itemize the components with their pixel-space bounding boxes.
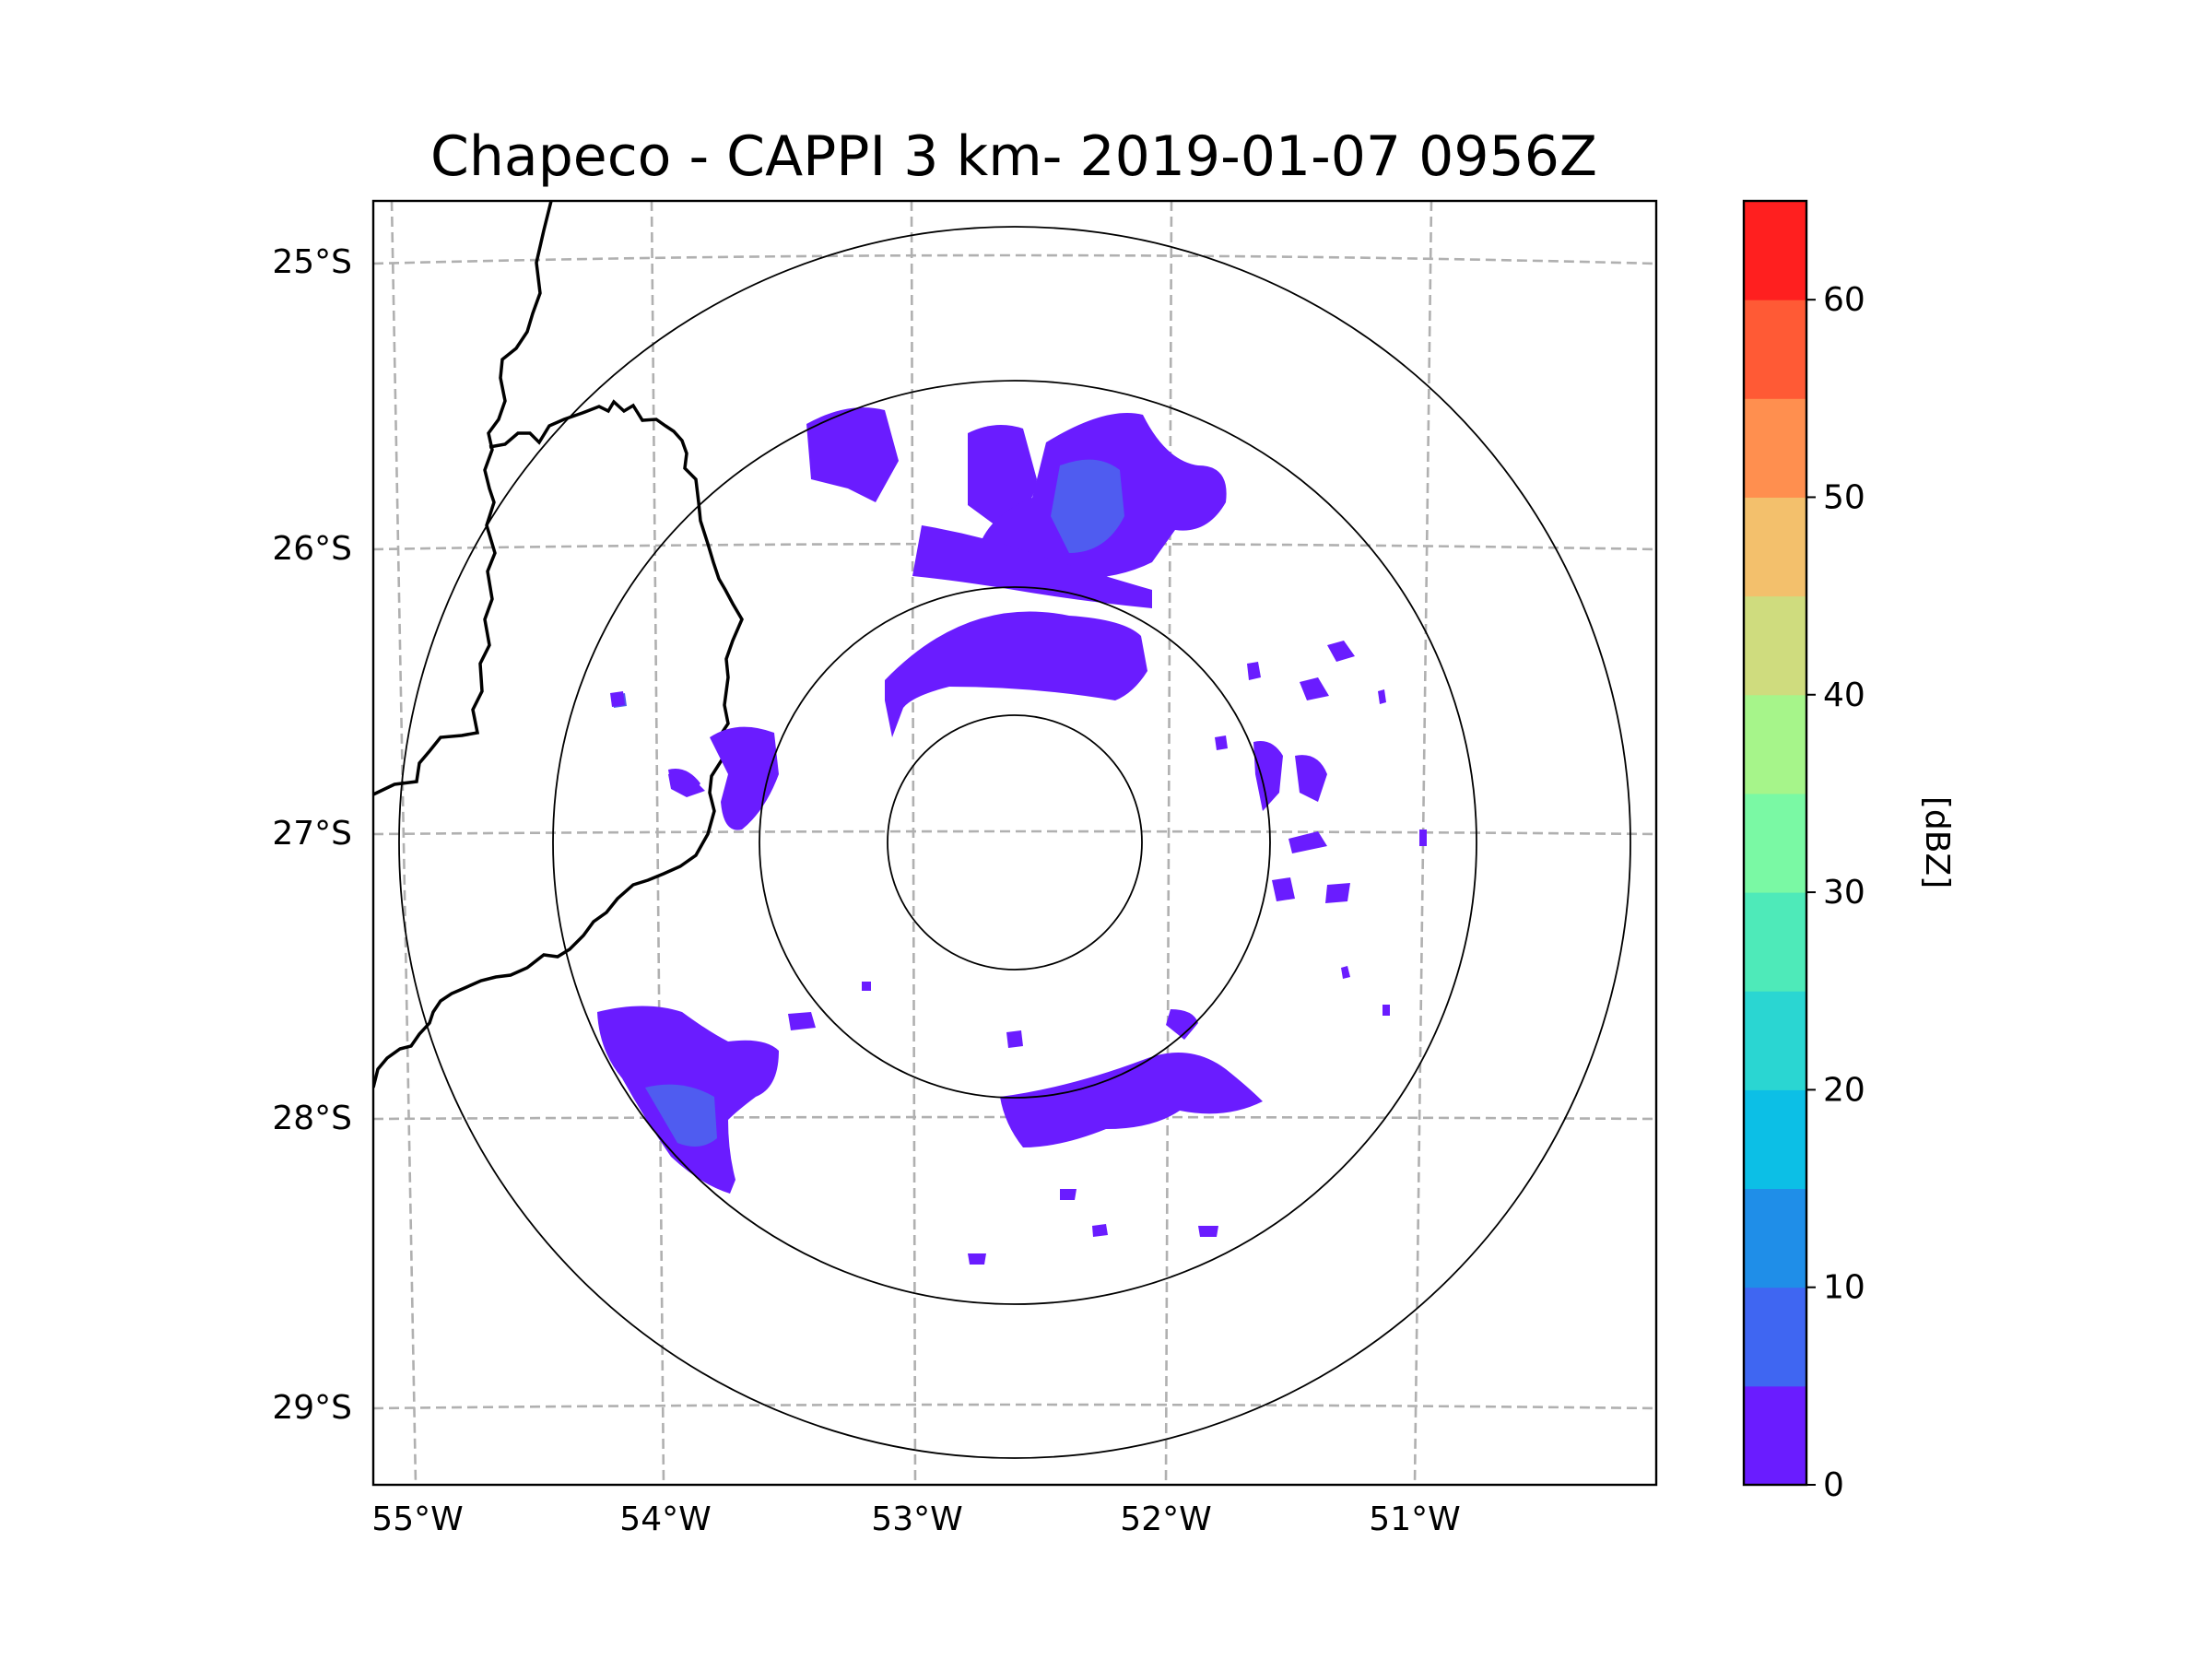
echo-cell [1006, 1030, 1023, 1048]
map-background [373, 201, 1656, 1485]
echo-cell [862, 982, 871, 991]
colorbar-bins [1744, 201, 1806, 1486]
map-frame [371, 199, 1658, 1487]
echo-cell [1051, 459, 1124, 553]
lat-label: 29°S [272, 1389, 352, 1427]
longitude-labels: 55°W 54°W 53°W 52°W 51°W [371, 1500, 1460, 1538]
border-line [373, 399, 744, 1088]
echo-cell [1419, 830, 1427, 846]
colorbar-label: [dBZ] [1918, 796, 1956, 888]
echo-cell [668, 772, 705, 797]
lat-label: 25°S [272, 243, 352, 281]
colorbar-tick-label: 10 [1823, 1269, 1865, 1307]
colorbar-bin [1744, 1385, 1806, 1486]
echo-cell [1382, 1005, 1390, 1016]
echo-cell [1295, 755, 1327, 802]
lon-gridline [390, 201, 418, 1485]
colorbar-bin [1744, 595, 1806, 696]
echo-cell [1288, 831, 1327, 853]
colorbar-bin [1744, 1089, 1806, 1190]
echo-cell [885, 611, 1147, 737]
echo-cell [1198, 1226, 1218, 1237]
range-ring [398, 226, 1631, 1459]
range-ring [887, 714, 1143, 971]
echo-cell [968, 425, 1037, 525]
lat-gridline [373, 1403, 1656, 1410]
colorbar-tick-label: 0 [1823, 1466, 1844, 1504]
lon-label: 52°W [1120, 1500, 1211, 1538]
echo-cell [912, 525, 1152, 608]
echo-cell [610, 691, 625, 707]
map-panel: 25°S 26°S 27°S 28°S 29°S 55°W 54°W 53°W … [272, 199, 1658, 1538]
colorbar-bin [1744, 398, 1806, 498]
colorbar-bin [1744, 1188, 1806, 1288]
echo-cell [1092, 1224, 1108, 1237]
lon-gridline [1413, 201, 1433, 1485]
colorbar-bin [1744, 1287, 1806, 1387]
range-ring [759, 586, 1271, 1099]
echo-cell [806, 407, 899, 502]
lat-gridline [373, 542, 1656, 551]
echo-cell [1253, 741, 1283, 811]
lat-label: 26°S [272, 530, 352, 568]
colorbar-bin [1744, 497, 1806, 597]
colorbar-tick-label: 30 [1823, 874, 1865, 912]
echo-cell [1341, 966, 1350, 979]
echo-cell [1247, 662, 1261, 680]
echo-cell [1000, 1053, 1263, 1147]
lat-label: 27°S [272, 815, 352, 853]
colorbar-tick-label: 60 [1823, 281, 1865, 319]
echo-cell [1300, 677, 1329, 700]
lon-gridline [1164, 201, 1173, 1485]
echo-cell [1060, 1189, 1077, 1200]
colorbar-bin [1744, 892, 1806, 992]
colorbar-bin [1744, 694, 1806, 794]
colorbar-tick-label: 50 [1823, 478, 1865, 516]
plot-title: Chapeco - CAPPI 3 km- 2019-01-07 0956Z [430, 124, 1597, 189]
echo-cell [1325, 883, 1350, 903]
colorbar-ticks: 0 10 20 30 40 50 60 [1806, 281, 1865, 1504]
lat-gridline [373, 830, 1656, 836]
lat-label: 28°S [272, 1100, 352, 1137]
colorbar-frame [1742, 199, 1808, 1487]
colorbar-tick-label: 20 [1823, 1071, 1865, 1109]
colorbar-bin [1744, 793, 1806, 893]
lon-label: 54°W [619, 1500, 711, 1538]
echo-cell [1215, 735, 1228, 750]
echo-cell [645, 1084, 717, 1147]
graticule [373, 201, 1656, 1485]
lon-label: 53°W [871, 1500, 962, 1538]
lat-gridline [373, 1115, 1656, 1121]
lon-gridline [650, 201, 665, 1485]
echo-cell [788, 1012, 816, 1030]
colorbar-bin [1744, 991, 1806, 1090]
echo-cell [968, 1253, 986, 1265]
echo-cell [1378, 689, 1386, 704]
range-ring [552, 380, 1477, 1305]
colorbar-bin [1744, 201, 1806, 300]
lon-label: 51°W [1369, 1500, 1460, 1538]
echo-cell [1166, 1009, 1198, 1040]
lon-gridline [910, 201, 917, 1485]
colorbar: 0 10 20 30 40 50 60 [dBZ] [1742, 199, 1956, 1504]
reflectivity-echoes [597, 407, 1427, 1265]
range-rings [398, 226, 1631, 1459]
echo-cell [1272, 877, 1295, 901]
lat-gridline [373, 253, 1656, 265]
colorbar-bin [1744, 300, 1806, 399]
lon-label: 55°W [371, 1500, 463, 1538]
echo-cell [1327, 641, 1355, 662]
colorbar-tick-label: 40 [1823, 677, 1865, 714]
latitude-labels: 25°S 26°S 27°S 28°S 29°S [272, 243, 352, 1427]
